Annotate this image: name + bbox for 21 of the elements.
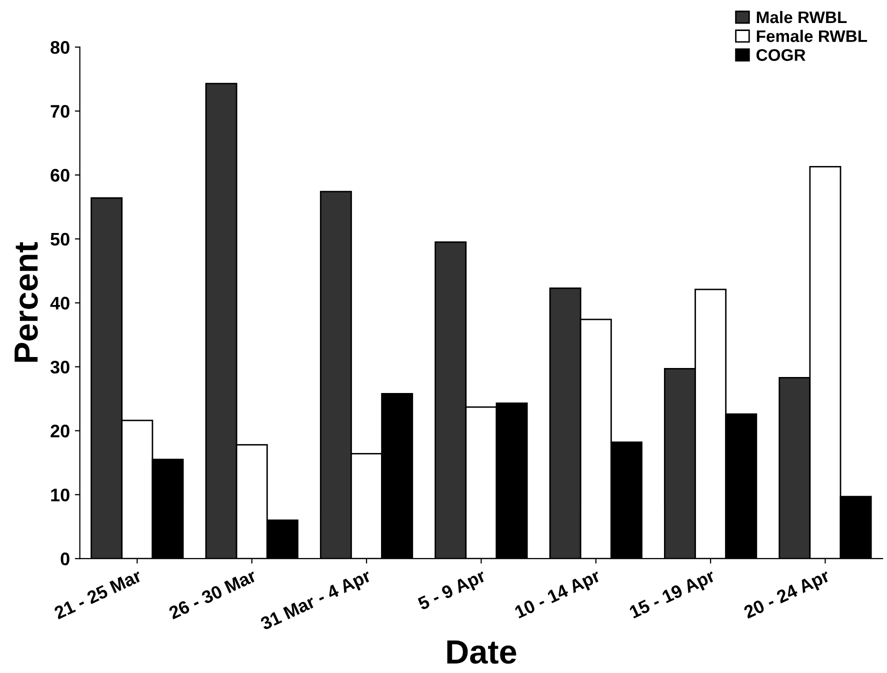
legend-label: Male RWBL xyxy=(756,10,847,24)
x-tick-label: 21 - 25 Mar xyxy=(53,568,143,620)
legend-label: Female RWBL xyxy=(756,30,868,42)
y-tick-label: 80 xyxy=(50,41,70,54)
x-tick-label: 26 - 30 Mar xyxy=(168,568,258,620)
y-tick-label: 50 xyxy=(50,232,70,246)
x-axis-title: Date xyxy=(447,640,516,664)
legend-label: COGR xyxy=(756,49,806,61)
x-tick-label: 15 - 19 Apr xyxy=(628,568,718,622)
x-tick-label: 5 - 9 Apr xyxy=(417,568,488,614)
y-tick-label: 40 xyxy=(50,296,70,310)
x-tick-label: 10 - 14 Apr xyxy=(514,568,603,622)
y-tick-label: 70 xyxy=(50,104,70,118)
y-tick-label: 20 xyxy=(50,424,70,438)
y-tick-label: 30 xyxy=(50,360,70,374)
y-tick-label: 10 xyxy=(51,488,70,502)
x-tick-label: 20 - 24 Apr xyxy=(742,568,832,622)
y-tick-label: 0 xyxy=(60,552,70,566)
x-tick-label: 31 Mar - 4 Apr xyxy=(260,568,374,634)
y-axis-title: Percent xyxy=(14,242,38,362)
y-tick-label: 60 xyxy=(50,168,70,182)
